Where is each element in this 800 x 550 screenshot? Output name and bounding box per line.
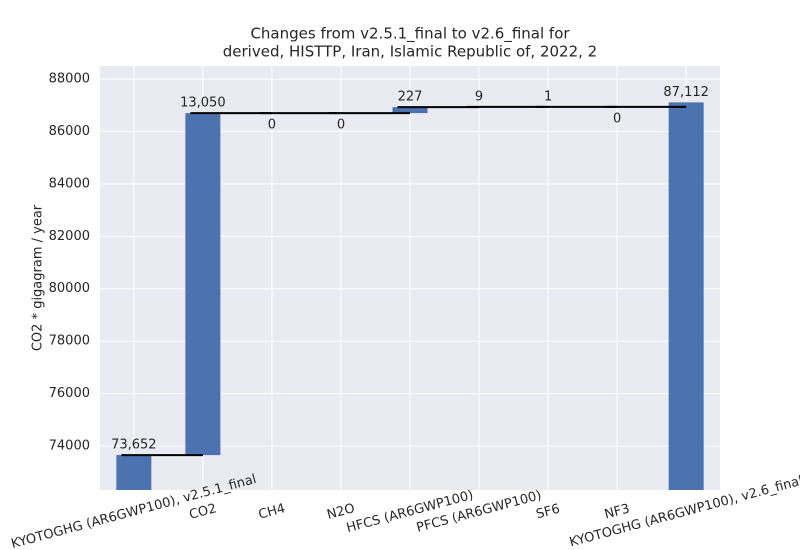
bar: [668, 102, 704, 490]
x-tick-label: SF6: [535, 502, 562, 523]
data-label: 0: [337, 118, 345, 133]
x-tick-label: CO2: [188, 501, 219, 523]
bar: [392, 107, 428, 114]
y-axis-label: CO2 * gigagram / year: [31, 204, 46, 351]
y-tick-label: 82000: [49, 229, 90, 244]
x-tick-label: CH4: [257, 501, 287, 523]
y-tick-label: 78000: [49, 334, 90, 349]
data-label: 87,112: [663, 85, 709, 100]
x-tick-label: N2O: [325, 501, 356, 523]
y-tick-label: 74000: [49, 438, 90, 453]
y-tick-label: 80000: [49, 281, 90, 296]
y-tick-label: 86000: [49, 124, 90, 139]
y-tick-label: 88000: [49, 72, 90, 87]
data-label: 0: [268, 118, 276, 133]
y-tick-label: 84000: [49, 176, 90, 191]
chart-title: Changes from v2.5.1_final to v2.6_final …: [250, 25, 570, 44]
data-label: 9: [475, 89, 483, 104]
bar: [185, 113, 221, 456]
data-label: 0: [613, 111, 621, 126]
chart-title: derived, HISTTP, Iran, Islamic Republic …: [223, 43, 597, 61]
bar: [116, 455, 152, 490]
y-tick-label: 76000: [49, 386, 90, 401]
data-label: 227: [398, 90, 423, 105]
data-label: 73,652: [111, 438, 157, 453]
x-tick-label: NF3: [603, 501, 631, 522]
data-label: 13,050: [180, 96, 226, 111]
data-label: 1: [544, 89, 552, 104]
